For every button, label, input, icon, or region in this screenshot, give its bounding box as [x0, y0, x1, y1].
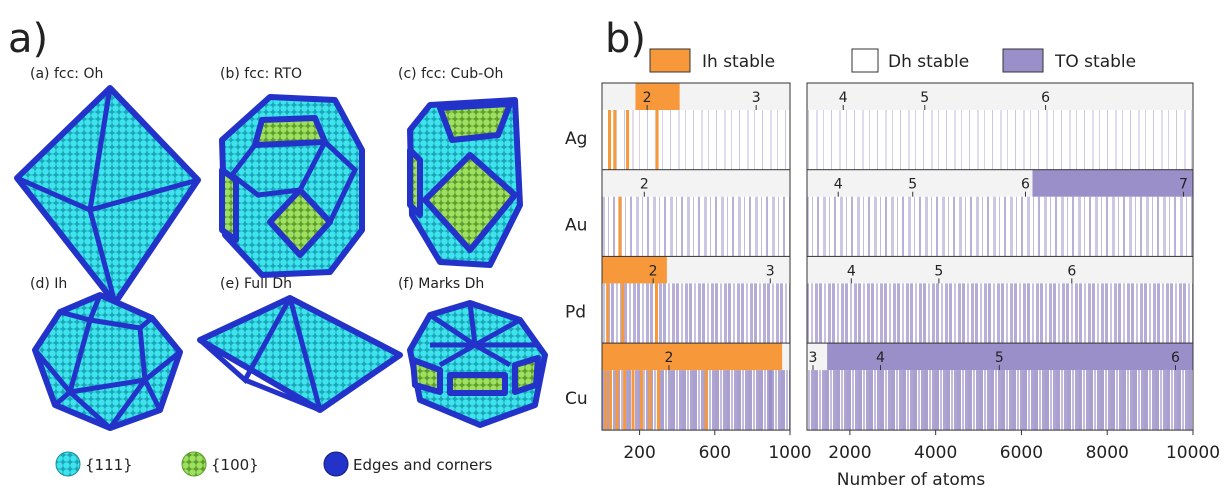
- particle-label: (f) Marks Dh: [398, 276, 484, 292]
- legend-swatch: [56, 452, 80, 476]
- legend-swatch: [650, 49, 690, 72]
- shell-label: 6: [1041, 90, 1050, 106]
- stripe-texture: [602, 283, 790, 343]
- particle-label: (d) Ih: [30, 276, 67, 292]
- stripe: [648, 370, 651, 430]
- x-tick-label: 6000: [1000, 443, 1043, 463]
- stripe: [640, 370, 643, 430]
- shell-label: 4: [834, 177, 843, 193]
- stripe: [626, 110, 629, 170]
- panel-label: a): [8, 16, 48, 62]
- particle-label: (a) fcc: Oh: [30, 66, 103, 82]
- x-tick-label: 200: [623, 443, 655, 463]
- shell-label: 6: [1021, 177, 1030, 193]
- legend-swatch: [852, 49, 878, 72]
- legend-label: {111}: [85, 456, 133, 474]
- particle-label: (b) fcc: RTO: [220, 66, 302, 82]
- x-tick-label: 8000: [1086, 443, 1129, 463]
- shell-label: 5: [934, 263, 943, 279]
- shell-label: 3: [752, 90, 761, 106]
- shell-label: 2: [640, 177, 649, 193]
- full-decahedron: [200, 298, 400, 410]
- shell-label: 7: [1179, 177, 1188, 193]
- figure: a) (a) fcc: Oh (b) fcc: RTO (c) fcc: Cub…: [0, 0, 1225, 491]
- x-axis-label: Number of atoms: [837, 470, 986, 490]
- stripe-texture: [602, 197, 790, 257]
- legend-swatch: [182, 452, 206, 476]
- shell-label: 2: [664, 350, 673, 366]
- legend-label: {100}: [211, 456, 259, 474]
- stripe: [613, 110, 616, 170]
- shell-label: 2: [643, 90, 652, 106]
- stripe-texture: [807, 370, 1193, 430]
- stripe: [655, 283, 658, 343]
- row-label: Cu: [565, 389, 588, 409]
- cuboctahedron: [410, 100, 520, 265]
- legend-label: Dh stable: [888, 52, 969, 72]
- row-label: Pd: [565, 302, 586, 322]
- panel-b: b) Number of atoms Ih stable Dh stable TO …: [565, 16, 1220, 490]
- particle-label: (c) fcc: Cub-Oh: [398, 66, 503, 82]
- row-label: Ag: [565, 129, 587, 149]
- shell-strip: [807, 256, 1193, 283]
- stripe: [609, 370, 612, 430]
- stripe: [616, 370, 619, 430]
- shell-label: 3: [809, 350, 818, 366]
- stripe: [656, 110, 659, 170]
- stripe: [606, 283, 609, 343]
- shell-label: 4: [839, 90, 848, 106]
- stripe: [604, 370, 607, 430]
- stripe-texture: [807, 197, 1193, 257]
- stripe-texture: [602, 370, 790, 430]
- shell-label: 6: [1067, 263, 1076, 279]
- stripe: [623, 370, 626, 430]
- legend-swatch: [324, 452, 348, 476]
- stripe: [618, 197, 621, 257]
- x-tick-label: 4000: [914, 443, 957, 463]
- legend-label: TO stable: [1054, 52, 1136, 72]
- icosahedron: [35, 295, 180, 428]
- shell-label: 5: [995, 350, 1004, 366]
- stripe: [705, 370, 708, 430]
- stripe: [657, 370, 660, 430]
- shell-strip: [602, 83, 790, 110]
- panel-label: b): [605, 16, 646, 62]
- shell-label: 4: [876, 350, 885, 366]
- x-tick-label: 10000: [1166, 443, 1220, 463]
- particle-label: (e) Full Dh: [220, 276, 292, 292]
- legend-label: Edges and corners: [353, 456, 493, 474]
- panel-a: a) (a) fcc: Oh (b) fcc: RTO (c) fcc: Cub…: [8, 16, 545, 476]
- stripe: [621, 283, 624, 343]
- truncated-octahedron: [222, 97, 362, 275]
- shell-label: 3: [766, 263, 775, 279]
- stripe-texture: [602, 110, 790, 170]
- stripe-texture: [807, 110, 1193, 170]
- shell-strip: [602, 170, 790, 197]
- shell-label: 6: [1171, 350, 1180, 366]
- row-label: Au: [565, 216, 587, 236]
- shell-strip: [807, 83, 1193, 110]
- stripe: [632, 370, 635, 430]
- shell-label: 2: [649, 263, 658, 279]
- shell-label: 5: [908, 177, 917, 193]
- stripe-texture: [807, 283, 1193, 343]
- octahedron: [17, 88, 198, 303]
- marks-decahedron: [410, 303, 545, 425]
- stripe: [769, 370, 772, 430]
- stable-band: [602, 343, 782, 370]
- legend-label: Ih stable: [702, 52, 775, 72]
- shell-label: 5: [920, 90, 929, 106]
- stripe: [608, 110, 611, 170]
- stable-band: [1033, 170, 1193, 197]
- shell-label: 4: [847, 263, 856, 279]
- legend-swatch: [1003, 49, 1043, 72]
- x-tick-label: 2000: [828, 443, 871, 463]
- x-tick-label: 600: [699, 443, 731, 463]
- x-tick-label: 1000: [768, 443, 811, 463]
